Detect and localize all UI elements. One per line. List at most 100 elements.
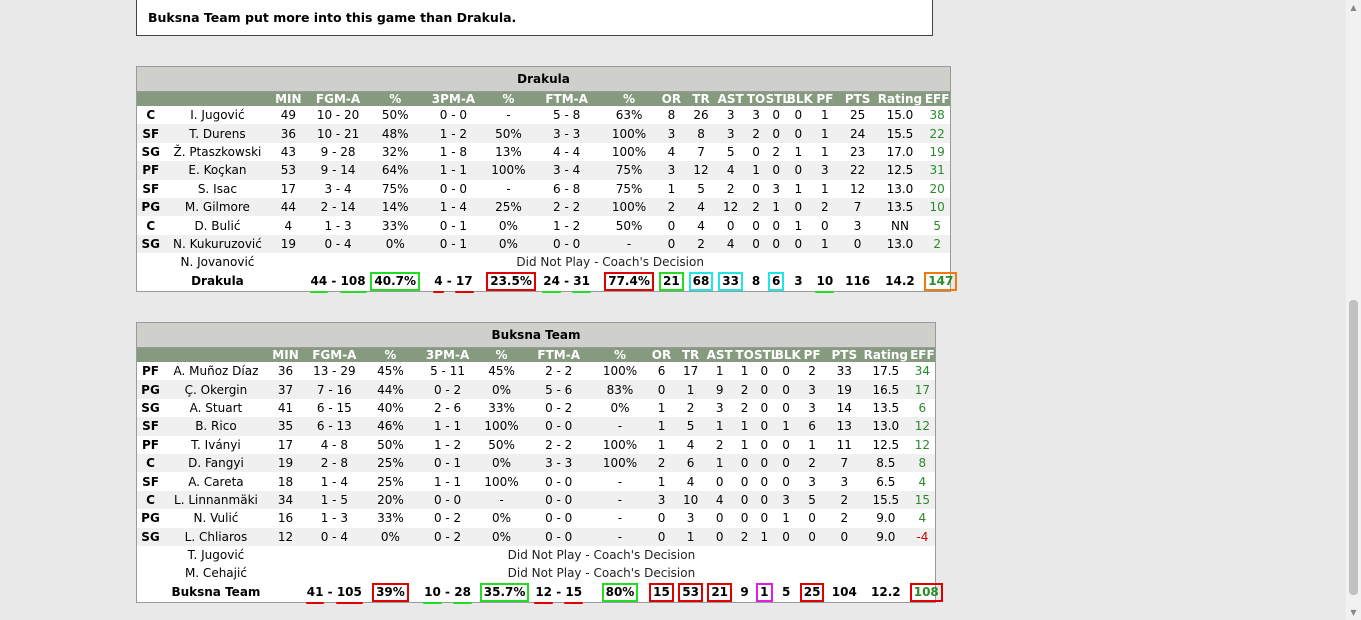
player-name[interactable]: T. Iványi: [191, 437, 241, 452]
total-tpm: 10: [423, 585, 442, 605]
total-pos: [137, 582, 164, 602]
player-name[interactable]: I. Jugović: [190, 108, 245, 123]
player-row[interactable]: SG Ž. Ptaszkowski 43 9 - 28 32% 1 - 8 13% 4 - 4…: [137, 143, 950, 161]
player-row[interactable]: C I. Jugović 49 10 - 20 50% 0 - 0 - 5 - 8 63% 8 26…: [137, 106, 950, 124]
player-fg: 1 - 3: [320, 511, 348, 526]
player-name[interactable]: A. Muñoz Díaz: [173, 364, 259, 379]
player-name[interactable]: B. Rico: [164, 417, 268, 436]
player-pts: 19: [826, 380, 862, 399]
total-min: [270, 271, 307, 291]
scroll-down-icon[interactable]: ▼: [1350, 608, 1357, 617]
player-row[interactable]: SF S. Isac 17 3 - 4 75% 0 - 0-6 - 8 75% 1 5 2 0 3 1 1…: [137, 180, 950, 198]
player-blk: 0: [786, 124, 811, 143]
player-blk: 0: [794, 108, 803, 123]
player-tpp: -: [506, 108, 511, 123]
player-name[interactable]: S. Isac: [197, 181, 237, 196]
player-blk: 0: [774, 453, 798, 473]
player-ft: 1 - 2: [553, 218, 581, 233]
team-title: Buksna Team: [137, 323, 935, 348]
player-name[interactable]: M. Gilmore: [164, 197, 271, 217]
column-header-14: BLK: [774, 347, 801, 362]
player-row[interactable]: C L. Linnanmäki 34 1 - 5 20% 0 - 0-0 - 0-3 10 4…: [137, 490, 935, 510]
player-or: 0: [645, 527, 678, 546]
player-ftp: 100%: [602, 437, 638, 452]
player-or: 2: [645, 453, 678, 473]
player-pts: 24: [839, 124, 876, 143]
player-name[interactable]: D. Fangyi: [164, 453, 268, 473]
player-ast: 0: [726, 218, 735, 233]
player-name[interactable]: L. Chliaros: [164, 527, 268, 546]
player-row[interactable]: PF E. Koçkan 53 9 - 14 64% 1 - 1 100% 3 - 4 75% 3…: [137, 161, 950, 180]
player-row[interactable]: PG Ç. Okergin 37 7 - 16 44% 0 - 2 0% 5 - 6 83% 0 1…: [137, 380, 935, 399]
player-name[interactable]: D. Bulić: [194, 218, 241, 233]
team-title: Drakula: [137, 67, 950, 92]
player-fgp: 33%: [377, 511, 404, 526]
player-fg: 7 - 16: [303, 380, 366, 399]
total-or: 21: [659, 271, 684, 291]
player-row[interactable]: SG A. Stuart 41 6 - 15 40% 2 - 6 33% 0 - 2 0% 1 2 3…: [137, 399, 935, 417]
player-stl: 1: [753, 527, 775, 546]
player-fg: 0 - 4: [303, 527, 366, 546]
dnp-name[interactable]: N. Jovanović: [180, 255, 255, 270]
player-tpp: 100%: [484, 474, 519, 489]
player-pos: PF: [142, 437, 159, 452]
player-row[interactable]: PG M. Gilmore 44 2 - 14 14% 1 - 4 25% 2 - 2 100%…: [137, 197, 950, 217]
scrollbar-thumb[interactable]: [1349, 300, 1358, 595]
player-pos: C: [137, 453, 164, 473]
player-ast: 1: [704, 417, 736, 436]
player-pos: SF: [137, 417, 164, 436]
player-eff: 17: [909, 380, 935, 399]
player-row[interactable]: PF T. Iványi 17 4 - 8 50% 1 - 2 50% 2 - 2 100% 1 4…: [137, 436, 935, 454]
dnp-row: T. Jugović Did Not Play - Coach's Decisio…: [137, 546, 935, 564]
column-header-6: %: [479, 347, 524, 362]
column-header-12: TO: [746, 91, 766, 106]
column-header-17: Rating: [861, 347, 910, 362]
player-tp: 0 - 2: [433, 511, 462, 526]
player-row[interactable]: PF A. Muñoz Díaz 36 13 - 29 45% 5 - 11 45% 2 - …: [137, 362, 935, 380]
player-to: 3: [752, 108, 760, 123]
player-name[interactable]: A. Careta: [188, 474, 244, 489]
player-blk: 0: [774, 380, 798, 399]
player-tp: 0 - 1: [439, 218, 468, 233]
player-row[interactable]: C D. Bulić 4 1 - 3 33% 0 - 1 0% 1 - 2 50% 0 4 0 0 0 1 0…: [137, 216, 950, 234]
player-ft: 0 - 0: [523, 490, 594, 510]
player-name[interactable]: N. Kukuruzović: [164, 234, 271, 254]
player-rating: 13.0: [875, 234, 925, 254]
player-tpp: 50%: [486, 124, 531, 143]
total-cell: 53: [677, 582, 705, 602]
page-scrollbar[interactable]: ▲ ▼: [1346, 0, 1361, 620]
player-stl: 0: [753, 417, 775, 436]
player-min: 49: [280, 108, 296, 123]
player-ft: 0 - 2: [545, 400, 573, 415]
player-name[interactable]: Ç. Okergin: [164, 380, 268, 399]
player-row[interactable]: SF T. Durens 36 10 - 21 48% 1 - 2 50% 3 - 3 100%…: [137, 124, 950, 143]
scroll-up-icon[interactable]: ▲: [1350, 3, 1357, 12]
player-name[interactable]: Ž. Ptaszkowski: [173, 144, 262, 159]
player-row[interactable]: C D. Fangyi 19 2 - 8 25% 0 - 1 0% 3 - 3 100% 2 6 1 0…: [137, 453, 935, 473]
player-ast: 3: [715, 400, 724, 415]
player-tp: 5 - 11: [430, 364, 465, 379]
player-eff: 8: [909, 453, 935, 473]
player-or: 0: [657, 511, 666, 526]
player-name[interactable]: L. Linnanmäki: [164, 490, 268, 510]
total-fga: 105: [335, 585, 363, 605]
player-pf: 1: [810, 234, 840, 254]
dnp-name[interactable]: T. Jugović: [187, 548, 245, 563]
player-to: 0: [735, 490, 754, 510]
column-header-3: FGM-A: [303, 347, 366, 362]
player-name[interactable]: A. Stuart: [189, 400, 243, 415]
player-ft: 5 - 6: [523, 380, 594, 399]
dnp-name[interactable]: M. Cehajić: [184, 566, 247, 581]
player-name[interactable]: T. Durens: [164, 124, 271, 143]
player-name[interactable]: N. Vulić: [193, 511, 239, 526]
player-name[interactable]: E. Koçkan: [164, 161, 271, 180]
column-header-row: MIN FGM-A% 3PM-A% FTM-A% OR TR AST TO STL BLK PF PT…: [137, 91, 950, 106]
player-pts: 25: [849, 108, 866, 123]
player-ast: 5: [726, 144, 735, 159]
column-header-0: [137, 91, 165, 106]
